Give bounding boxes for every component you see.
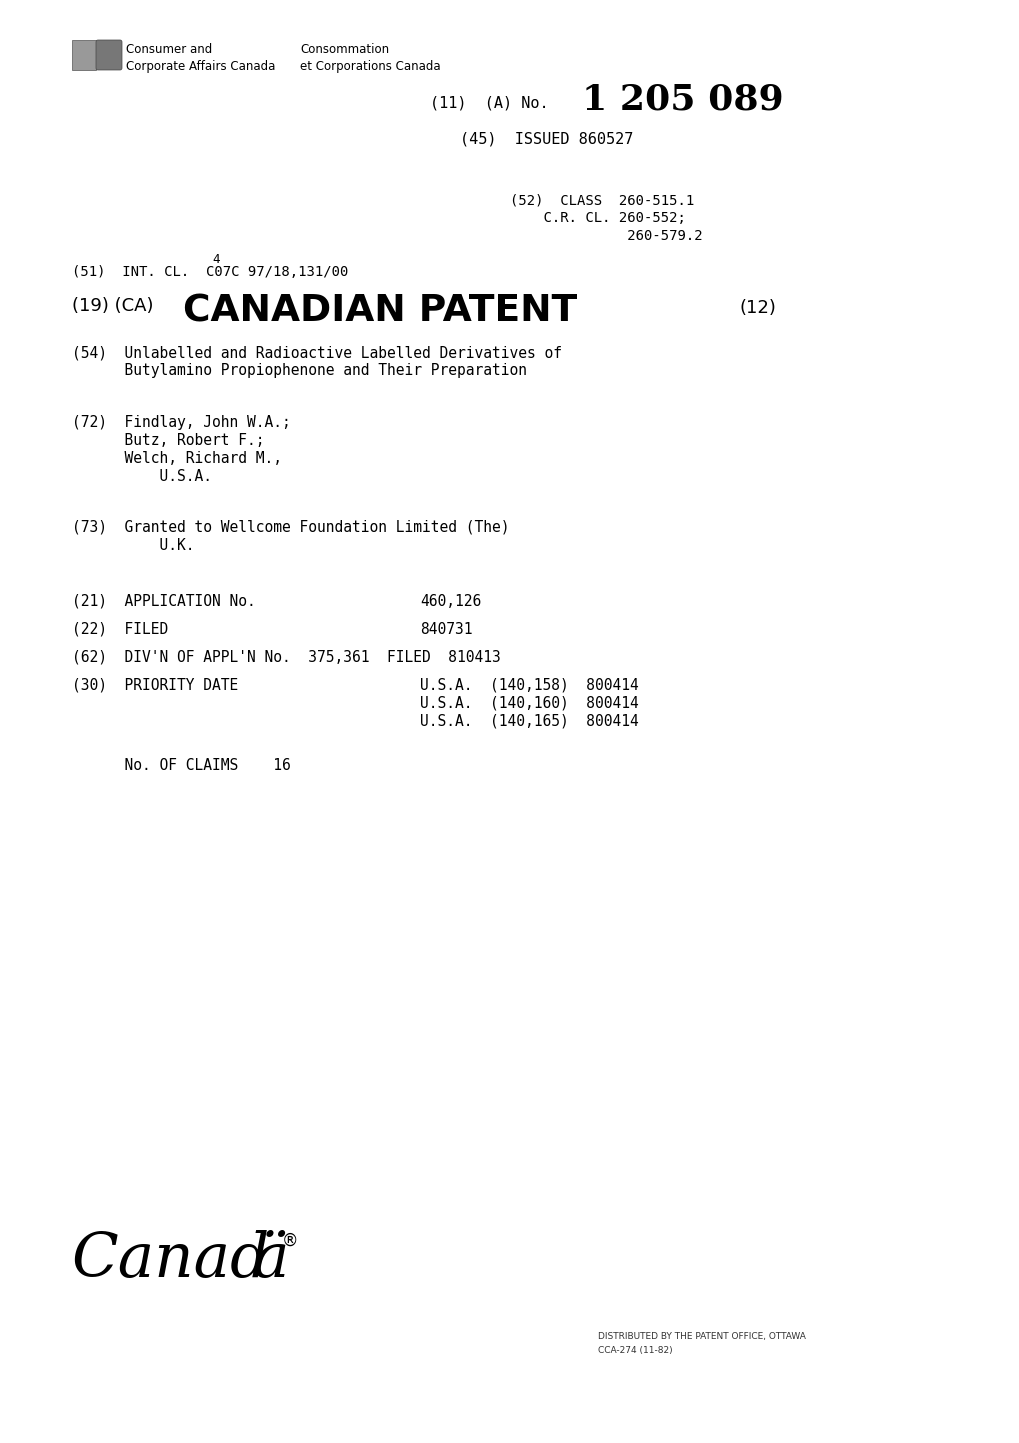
Text: Butz, Robert F.;: Butz, Robert F.; — [72, 433, 264, 447]
Text: Consumer and
Corporate Affairs Canada: Consumer and Corporate Affairs Canada — [126, 43, 275, 74]
Text: Consommation
et Corporations Canada: Consommation et Corporations Canada — [300, 43, 440, 74]
Text: (12): (12) — [739, 299, 776, 317]
Text: (21)  APPLICATION No.: (21) APPLICATION No. — [72, 595, 256, 609]
Text: C.R. CL. 260-552;: C.R. CL. 260-552; — [510, 211, 685, 225]
Text: (52)  CLASS  260-515.1: (52) CLASS 260-515.1 — [510, 193, 694, 206]
Text: 840731: 840731 — [420, 622, 472, 636]
Text: 4: 4 — [212, 253, 219, 266]
Text: (11)  (A) No.: (11) (A) No. — [430, 95, 548, 110]
Text: Canad: Canad — [72, 1229, 270, 1290]
Text: U.S.A.  (140,158)  800414: U.S.A. (140,158) 800414 — [420, 678, 638, 693]
Text: ä: ä — [253, 1229, 289, 1290]
Bar — [72, 40, 96, 71]
Text: U.K.: U.K. — [72, 538, 195, 553]
Text: (30)  PRIORITY DATE: (30) PRIORITY DATE — [72, 678, 238, 693]
Text: (72)  Findlay, John W.A.;: (72) Findlay, John W.A.; — [72, 416, 290, 430]
Text: (73)  Granted to Wellcome Foundation Limited (The): (73) Granted to Wellcome Foundation Limi… — [72, 519, 510, 535]
FancyBboxPatch shape — [96, 40, 122, 71]
Text: (62)  DIV'N OF APPL'N No.  375,361  FILED  810413: (62) DIV'N OF APPL'N No. 375,361 FILED 8… — [72, 649, 500, 665]
Text: DISTRIBUTED BY THE PATENT OFFICE, OTTAWA: DISTRIBUTED BY THE PATENT OFFICE, OTTAWA — [597, 1332, 805, 1341]
Text: CANADIAN PATENT: CANADIAN PATENT — [182, 293, 577, 329]
Text: 260-579.2: 260-579.2 — [510, 229, 702, 242]
Text: U.S.A.  (140,160)  800414: U.S.A. (140,160) 800414 — [420, 696, 638, 711]
Text: (54)  Unlabelled and Radioactive Labelled Derivatives of: (54) Unlabelled and Radioactive Labelled… — [72, 345, 561, 359]
Text: No. OF CLAIMS    16: No. OF CLAIMS 16 — [72, 758, 290, 773]
Text: (22)  FILED: (22) FILED — [72, 622, 168, 636]
Text: Butylamino Propiophenone and Their Preparation: Butylamino Propiophenone and Their Prepa… — [72, 364, 527, 378]
Text: 460,126: 460,126 — [420, 595, 481, 609]
Text: (51)  INT. CL.  C07C 97/18,131/00: (51) INT. CL. C07C 97/18,131/00 — [72, 266, 348, 278]
Text: 1 205 089: 1 205 089 — [582, 84, 783, 117]
Text: (19) (CA): (19) (CA) — [72, 297, 153, 315]
Text: ®: ® — [281, 1232, 299, 1250]
Text: (45)  ISSUED 860527: (45) ISSUED 860527 — [460, 131, 633, 147]
Text: Welch, Richard M.,: Welch, Richard M., — [72, 452, 281, 466]
Text: CCA-274 (11-82): CCA-274 (11-82) — [597, 1346, 672, 1355]
Text: U.S.A.: U.S.A. — [72, 469, 212, 483]
Text: U.S.A.  (140,165)  800414: U.S.A. (140,165) 800414 — [420, 714, 638, 729]
